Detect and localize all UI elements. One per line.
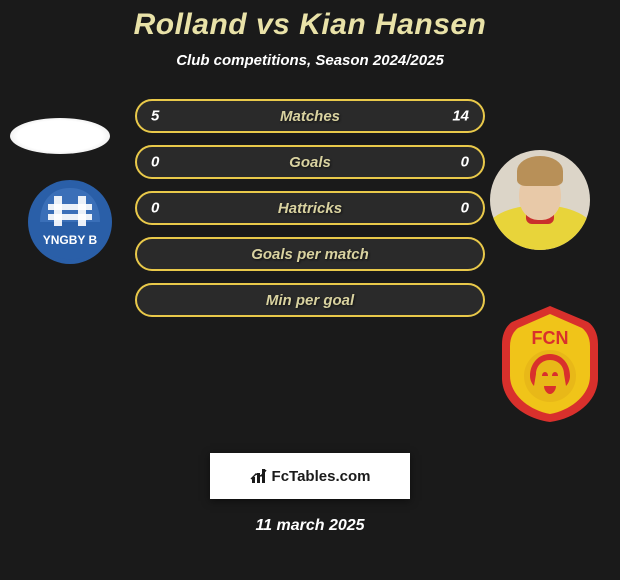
subtitle: Club competitions, Season 2024/2025	[0, 52, 620, 69]
stat-label: Goals per match	[251, 246, 369, 263]
stat-row-goals-per-match: Goals per match	[135, 237, 485, 271]
page-title: Rolland vs Kian Hansen	[0, 8, 620, 42]
stat-label: Hattricks	[278, 200, 342, 217]
stat-row-goals: 0 Goals 0	[135, 145, 485, 179]
stats-area: 5 Matches 14 0 Goals 0 0 Hattricks 0 Goa…	[0, 99, 620, 419]
stat-left-value: 5	[151, 108, 159, 125]
stat-left-value: 0	[151, 200, 159, 217]
brand-text: FcTables.com	[272, 468, 371, 485]
player2-name: Kian Hansen	[299, 8, 486, 41]
stat-row-hattricks: 0 Hattricks 0	[135, 191, 485, 225]
stat-label: Matches	[280, 108, 340, 125]
comparison-card: Rolland vs Kian Hansen Club competitions…	[0, 0, 620, 580]
date-text: 11 march 2025	[0, 517, 620, 535]
player1-name: Rolland	[134, 8, 248, 41]
stat-row-matches: 5 Matches 14	[135, 99, 485, 133]
chart-icon	[250, 467, 268, 485]
stat-right-value: 0	[461, 200, 469, 217]
stat-left-value: 0	[151, 154, 159, 171]
stat-label: Min per goal	[266, 292, 354, 309]
vs-text: vs	[256, 8, 290, 41]
stat-row-min-per-goal: Min per goal	[135, 283, 485, 317]
stat-label: Goals	[289, 154, 331, 171]
stat-right-value: 0	[461, 154, 469, 171]
stat-right-value: 14	[452, 108, 469, 125]
brand-footer: FcTables.com	[210, 453, 410, 499]
brand-logo: FcTables.com	[250, 467, 371, 485]
